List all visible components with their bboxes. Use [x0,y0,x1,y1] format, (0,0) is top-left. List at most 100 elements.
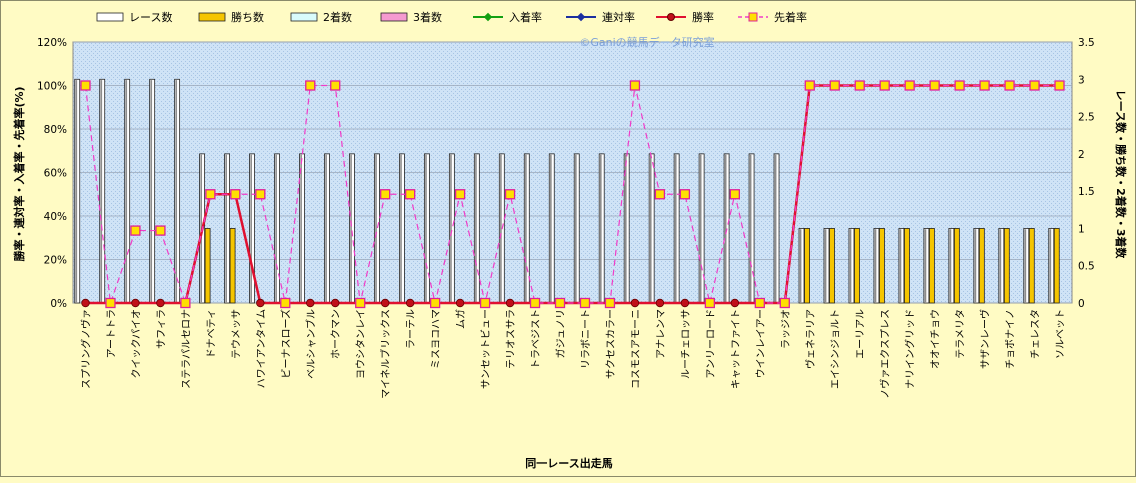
point-勝率 [655,298,665,308]
category-label: ドナベティ [205,309,217,358]
point-先着率 [479,297,491,309]
point-先着率 [804,80,815,91]
bar-レース数 [74,78,81,304]
point-勝率 [730,298,740,308]
point-先着率 [779,297,790,309]
bar-レース数 [374,153,380,304]
category-label: キャットファイト [731,309,742,389]
bar-レース数 [299,153,305,304]
point-勝率 [505,298,515,308]
bar-レース数 [798,228,805,304]
bar-shade [849,229,852,303]
left-tick-label: 60% [44,168,67,180]
legend-label: 3着数 [413,10,442,24]
point-先着率 [704,297,716,309]
bar-shade [175,80,178,303]
bar-レース数 [448,153,455,304]
category-label: サザンレーヴ [979,309,992,369]
bar-勝ち数 [1003,228,1010,304]
point-先着率 [230,189,241,200]
bar-shade [350,154,352,303]
point-勝率 [131,298,140,308]
bar-shade [575,154,577,303]
point-勝率 [331,298,340,308]
bar-shade [125,80,128,303]
legend-label: 勝ち数 [231,10,264,24]
point-先着率 [904,80,915,91]
right-tick-label: 2 [1078,149,1085,161]
bar-レース数 [873,228,880,304]
bar-レース数 [399,153,405,304]
category-labels: スプリングノヴァ アートトラ クイックパイオ サフィラ ステラパルセロナ ドナベティ テウメ… [79,309,1066,399]
bar-レース数 [149,78,156,304]
bar-レース数 [349,153,355,304]
bar-レース数 [324,153,330,304]
bar-レース数 [423,153,430,304]
legend-label: 勝率 [692,10,714,24]
point-先着率 [729,189,740,200]
bar-shade [525,154,527,303]
category-label: オオイチョウ [930,309,942,369]
bar-レース数 [249,153,255,304]
left-tick-label: 0% [50,298,67,310]
bar-shade [724,154,727,303]
point-勝率 [256,298,265,308]
point-先着率 [180,297,191,309]
left-axis-ticks: 0% 20% 40% 60% 80% 100% 120% [37,37,67,310]
category-label: ビーナスローズ [279,309,292,379]
category-label: チョボナイノ [1005,309,1017,369]
point-勝率 [630,298,640,308]
point-先着率 [454,189,466,200]
right-tick-label: 2.5 [1078,112,1095,124]
bar-勝ち数 [928,228,935,304]
category-label: ヴェネラリア [804,309,817,369]
x-axis-label: 同一レース出走馬 [525,456,612,470]
bar-レース数 [823,228,830,304]
bar-shade [250,154,252,303]
category-label: ナリイングリッド [904,309,917,389]
bar-勝ち数 [854,228,860,304]
bar-レース数 [698,153,705,304]
category-label: ベルシャンブル [304,309,317,379]
category-label: チェレスタ [1030,309,1042,359]
bar-勝ち数 [1053,228,1060,304]
right-axis-ticks: 0 0.5 1 1.5 2 2.5 3 3.5 [1078,37,1095,310]
bar-レース数 [274,153,280,304]
bar-勝ち数 [204,228,211,304]
bar-レース数 [124,78,131,304]
point-先着率 [979,80,990,91]
bar-レース数 [673,153,680,304]
bar-レース数 [973,228,980,304]
bar-レース数 [473,153,480,304]
watermark: ©Ganiの競馬データ研究室 [579,35,714,49]
legend-label: 連対率 [602,10,635,24]
category-label: サクセスカラー [605,309,617,379]
point-先着率 [604,297,616,309]
point-先着率 [954,80,965,91]
left-tick-label: 100% [37,81,67,93]
legend-label: 入着率 [509,10,542,24]
bar-shade [200,154,203,303]
line-series [80,80,1065,309]
point-先着率 [280,297,291,309]
category-label: ムガ [455,309,467,329]
point-先着率 [679,189,691,200]
bar-shade [225,154,227,303]
right-tick-label: 0.5 [1078,261,1095,273]
bar-レース数 [998,228,1005,304]
point-先着率 [80,80,91,91]
bar-レース数 [1048,228,1055,304]
bar-レース数 [848,228,855,304]
legend-label: 先着率 [774,10,807,24]
category-label: クイックパイオ [130,309,142,379]
bar-shade [150,80,153,303]
point-先着率 [1004,80,1015,91]
category-label: サフィラ [155,309,167,349]
point-先着率 [130,225,141,236]
legend-swatch [96,12,124,22]
point-勝率 [455,298,465,308]
bar-shade [624,154,627,303]
bar-shade [275,154,277,303]
bar-レース数 [174,78,181,304]
point-先着率 [429,297,441,309]
